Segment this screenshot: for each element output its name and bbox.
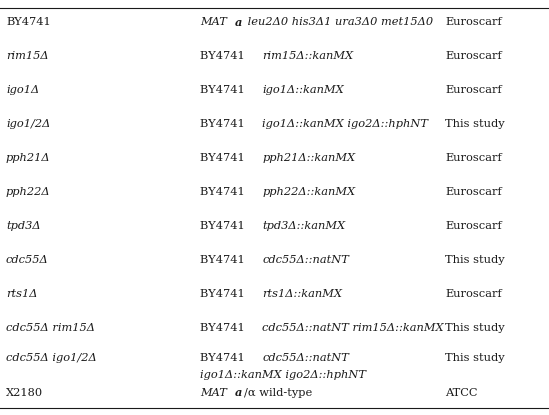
Text: BY4741: BY4741 — [200, 323, 248, 333]
Text: Euroscarf: Euroscarf — [445, 51, 502, 61]
Text: This study: This study — [445, 255, 505, 265]
Text: a: a — [234, 17, 242, 27]
Text: rim15Δ::kanMX: rim15Δ::kanMX — [262, 51, 354, 61]
Text: X2180: X2180 — [6, 388, 43, 398]
Text: BY4741: BY4741 — [200, 353, 248, 363]
Text: Euroscarf: Euroscarf — [445, 85, 502, 95]
Text: BY4741: BY4741 — [200, 289, 248, 299]
Text: igo1Δ::kanMX igo2Δ::hphNT: igo1Δ::kanMX igo2Δ::hphNT — [262, 119, 428, 129]
Text: igo1Δ: igo1Δ — [6, 85, 39, 95]
Text: a: a — [234, 388, 242, 398]
Text: BY4741: BY4741 — [200, 255, 248, 265]
Text: cdc55Δ: cdc55Δ — [6, 255, 49, 265]
Text: tpd3Δ::kanMX: tpd3Δ::kanMX — [262, 221, 345, 231]
Text: BY4741: BY4741 — [200, 153, 248, 163]
Text: cdc55Δ::natNT rim15Δ::kanMX: cdc55Δ::natNT rim15Δ::kanMX — [262, 323, 444, 333]
Text: MAT: MAT — [200, 17, 227, 27]
Text: igo1Δ::kanMX igo2Δ::hphNT: igo1Δ::kanMX igo2Δ::hphNT — [200, 370, 366, 380]
Text: Euroscarf: Euroscarf — [445, 153, 502, 163]
Text: tpd3Δ: tpd3Δ — [6, 221, 41, 231]
Text: cdc55Δ igo1/2Δ: cdc55Δ igo1/2Δ — [6, 353, 97, 363]
Text: cdc55Δ::natNT: cdc55Δ::natNT — [262, 353, 349, 363]
Text: MAT: MAT — [200, 388, 227, 398]
Text: Euroscarf: Euroscarf — [445, 187, 502, 197]
Text: pph22Δ: pph22Δ — [6, 187, 51, 197]
Text: Euroscarf: Euroscarf — [445, 289, 502, 299]
Text: igo1/2Δ: igo1/2Δ — [6, 119, 51, 129]
Text: pph22Δ::kanMX: pph22Δ::kanMX — [262, 187, 356, 197]
Text: rim15Δ: rim15Δ — [6, 51, 49, 61]
Text: pph21Δ: pph21Δ — [6, 153, 51, 163]
Text: BY4741: BY4741 — [200, 221, 248, 231]
Text: BY4741: BY4741 — [6, 17, 51, 27]
Text: This study: This study — [445, 353, 505, 363]
Text: cdc55Δ rim15Δ: cdc55Δ rim15Δ — [6, 323, 95, 333]
Text: igo1Δ::kanMX: igo1Δ::kanMX — [262, 85, 344, 95]
Text: BY4741: BY4741 — [200, 187, 248, 197]
Text: leu2Δ0 his3Δ1 ura3Δ0 met15Δ0: leu2Δ0 his3Δ1 ura3Δ0 met15Δ0 — [244, 17, 433, 27]
Text: Euroscarf: Euroscarf — [445, 221, 502, 231]
Text: pph21Δ::kanMX: pph21Δ::kanMX — [262, 153, 356, 163]
Text: Euroscarf: Euroscarf — [445, 17, 502, 27]
Text: rts1Δ: rts1Δ — [6, 289, 37, 299]
Text: BY4741: BY4741 — [200, 85, 248, 95]
Text: /α wild-type: /α wild-type — [244, 388, 312, 398]
Text: cdc55Δ::natNT: cdc55Δ::natNT — [262, 255, 349, 265]
Text: BY4741: BY4741 — [200, 119, 248, 129]
Text: BY4741: BY4741 — [200, 51, 248, 61]
Text: This study: This study — [445, 119, 505, 129]
Text: ATCC: ATCC — [445, 388, 478, 398]
Text: This study: This study — [445, 323, 505, 333]
Text: rts1Δ::kanMX: rts1Δ::kanMX — [262, 289, 343, 299]
